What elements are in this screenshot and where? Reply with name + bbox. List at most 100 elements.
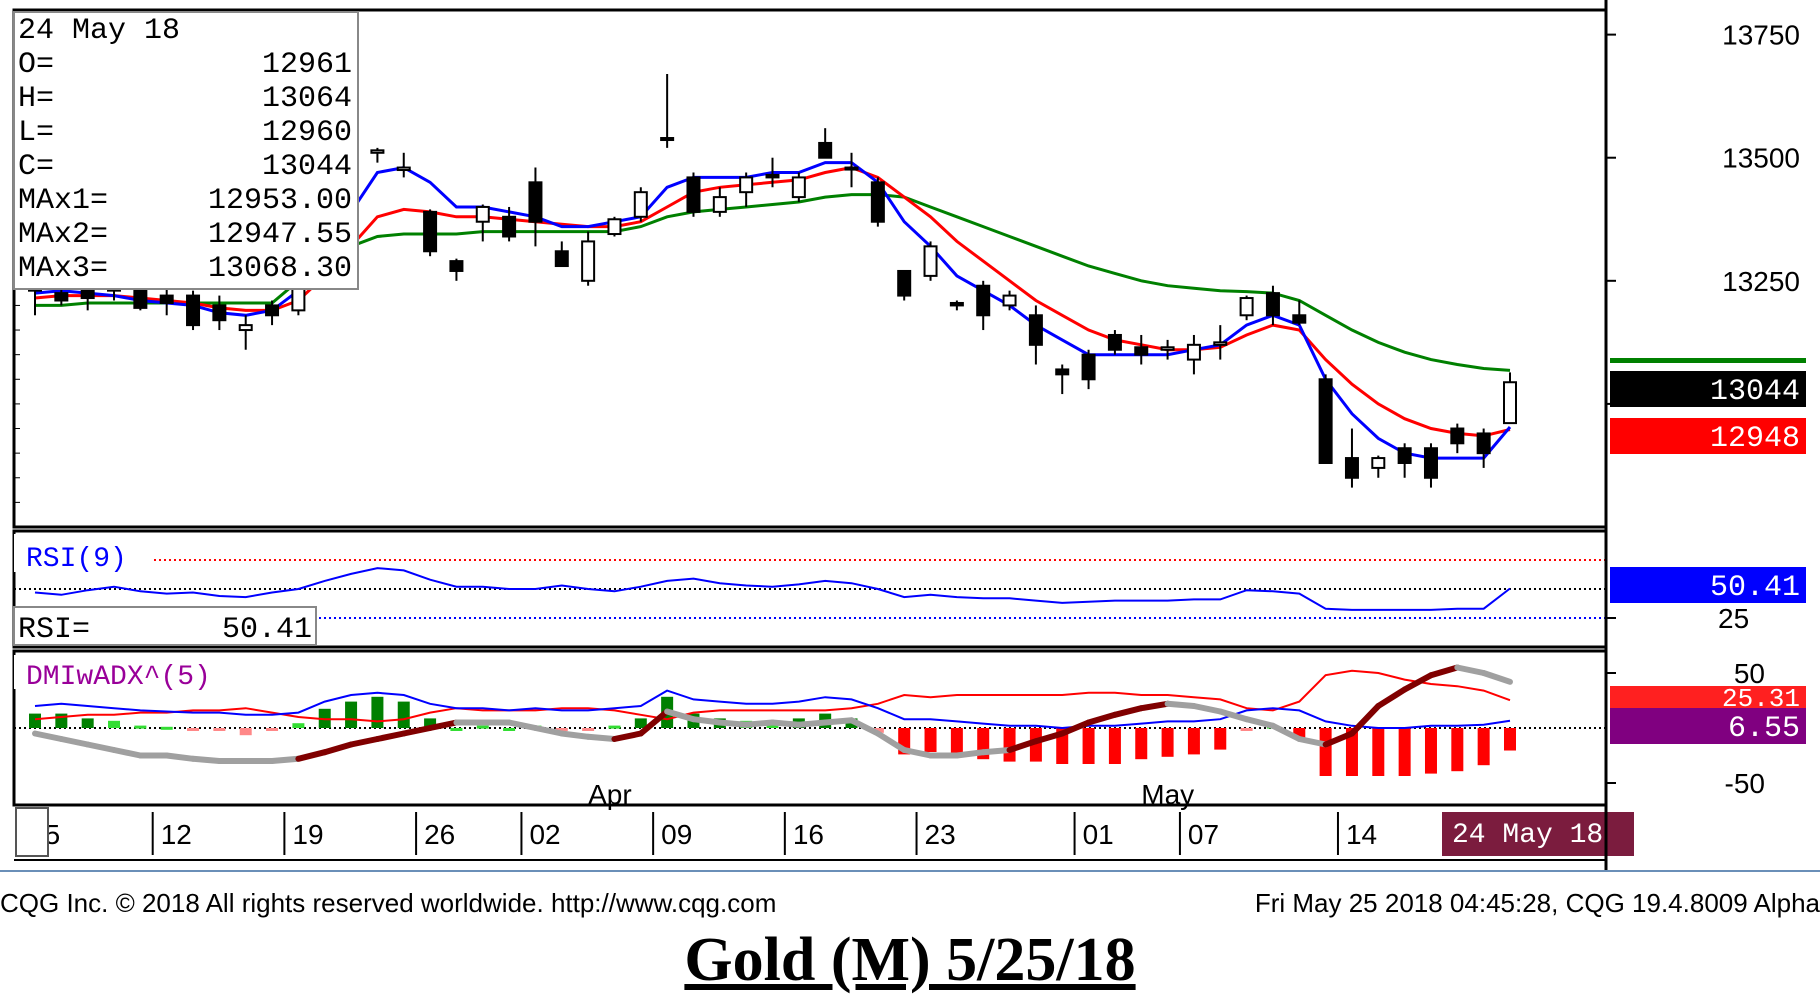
ohlc-row-value: 13044 [262,150,352,184]
dmi-hist-bar-negative [1451,728,1464,772]
date-axis-label: 07 [1188,819,1219,850]
dmi-hist-bar-positive [608,725,621,729]
close-price-badge [1610,371,1806,407]
rsi-title: RSI(9) [26,544,127,575]
dmi-plus-line [34,689,1511,730]
dmi-hist-bar-positive [292,723,305,728]
ohlc-info-panel [13,11,359,290]
candle-down [423,210,438,253]
candle-down [1028,314,1043,346]
candle-up [475,205,490,223]
candle-up [1371,457,1386,469]
dmi-axis-label: 50 [1734,658,1765,689]
adx-segment [901,747,934,759]
candle-down [949,301,964,307]
price-axis-label: 13500 [1722,143,1800,174]
ma3-line [35,193,1511,372]
candle-up [633,191,648,218]
rsi-title-bg [14,534,154,572]
dmi-hist-bar-negative [1293,728,1306,738]
adx-segment [295,749,328,762]
ohlc-row-label: H= [18,82,54,116]
candle-down [159,294,174,304]
candle-up [581,240,596,282]
candle-down [1055,368,1070,376]
dmi-hist-bar-negative [1082,728,1095,764]
dmi-hist-bar-negative [1161,728,1174,757]
dmi-hist-bar-positive [134,725,147,729]
candle-up [370,149,385,154]
candle-down [1292,314,1307,324]
rsi-readout-value: 50.41 [222,613,312,647]
dmi-hist-bar-negative [1187,728,1200,755]
adx-segment [190,755,223,764]
adx-segment [585,733,618,742]
adx-segment [874,730,908,753]
candle-up [1503,381,1517,425]
dmi-hist-bar-positive [108,720,121,728]
candle-down [765,173,780,179]
adx-segment [506,719,539,731]
candle-up [712,196,727,213]
dmi-hist-bar-negative [1424,728,1437,774]
ohlc-row-label: O= [18,48,54,82]
dmi-hist-bar-negative [187,728,200,731]
date-scroll-handle [15,807,49,857]
candle-down [449,260,464,272]
adx-segment [769,719,802,728]
date-axis-label: 01 [1083,819,1114,850]
adx-segment [1480,670,1513,685]
dmi-hist-bar-negative [1398,728,1411,776]
dmi-hist-bar-negative [1029,728,1042,762]
adx-segment [716,719,750,728]
rsi-line [34,567,1511,611]
candle-down [870,181,885,223]
dmi-hist-bar-positive [503,728,516,731]
adx-segment [611,730,644,742]
chart-caption: Gold (M) 5/25/18 [684,926,1136,994]
dmi-hist-bar-negative [582,728,595,731]
candle-down [1318,378,1333,464]
adx-segment [32,730,65,742]
adx-segment [400,725,434,737]
dmi-hist-bar-negative [924,728,937,752]
rsi-readout-label: RSI= [18,613,90,647]
date-axis-label: 23 [925,819,956,850]
candle-down [1450,427,1465,445]
dmi-hist-bar-positive [424,718,437,728]
candle-down [1134,346,1149,356]
candle-up [844,166,859,171]
candle-up [1186,343,1201,361]
adx-segment [953,749,987,759]
candle-up [238,324,253,332]
candle-down [1476,432,1491,455]
adx-badge-text: 6.55 [1728,712,1800,746]
candle-down [528,181,543,223]
dmi-hist-bar-negative [1319,728,1332,776]
ohlc-row-value: 12960 [262,116,352,150]
adx-segment [637,708,671,737]
month-label: May [1141,779,1194,810]
candle-up [607,218,622,236]
adx-segment [1348,703,1382,737]
close-price-badge-text: 13044 [1710,375,1800,409]
ohlc-row-value: 13064 [262,82,352,116]
month-label: Apr [588,779,632,810]
adx-segment [1454,664,1487,676]
adx-segment [163,752,197,762]
adx-segment [1006,738,1039,753]
adx-segment [1164,700,1197,709]
rsi-badge [1610,567,1806,603]
dmi-hist-bar-negative [1135,728,1148,760]
ohlc-row-label: C= [18,150,54,184]
candle-up [923,245,938,277]
dmi-hist-bar-positive [160,726,173,730]
candle-up [660,137,675,142]
adx-segment [1059,719,1092,737]
ma2-price-badge [1610,418,1806,454]
candle-down [1081,353,1096,381]
candle-down [1397,447,1412,464]
rsi-badge-text: 50.41 [1710,571,1800,605]
ohlc-row-value: 12953.00 [208,184,352,218]
adx-segment [1243,716,1276,729]
